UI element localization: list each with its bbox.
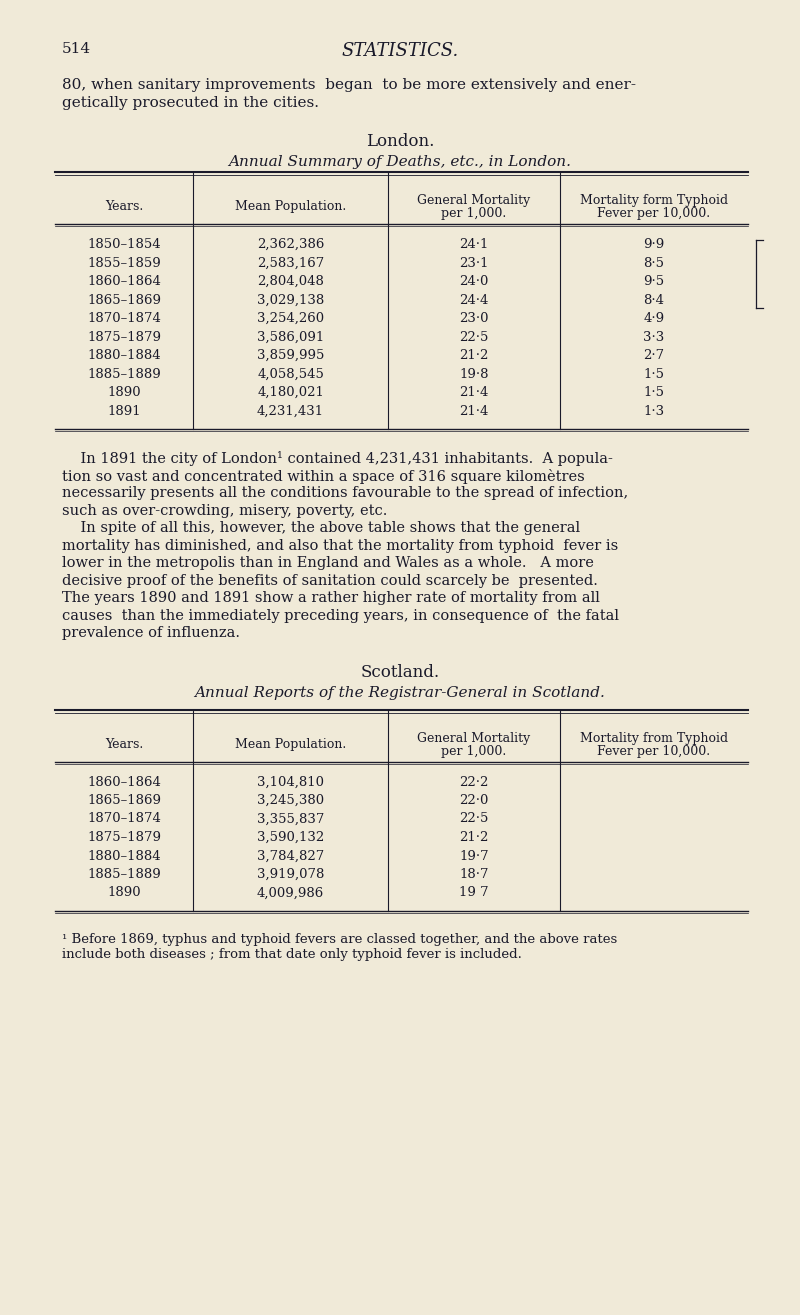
Text: Annual Reports of the Registrar-General in Scotland.: Annual Reports of the Registrar-General … bbox=[194, 685, 606, 700]
Text: 21·2: 21·2 bbox=[459, 348, 489, 362]
Text: 4·9: 4·9 bbox=[643, 312, 665, 325]
Text: 2·7: 2·7 bbox=[643, 348, 665, 362]
Text: such as over-crowding, misery, poverty, etc.: such as over-crowding, misery, poverty, … bbox=[62, 504, 387, 518]
Text: Mortality form Typhoid: Mortality form Typhoid bbox=[580, 195, 728, 206]
Text: 22·5: 22·5 bbox=[459, 813, 489, 826]
Text: 1860–1864: 1860–1864 bbox=[87, 776, 161, 789]
Text: 4,058,545: 4,058,545 bbox=[257, 367, 324, 380]
Text: 22·2: 22·2 bbox=[459, 776, 489, 789]
Text: include both diseases ; from that date only typhoid fever is included.: include both diseases ; from that date o… bbox=[62, 948, 522, 961]
Text: 1865–1869: 1865–1869 bbox=[87, 794, 161, 807]
Text: 3,355,837: 3,355,837 bbox=[257, 813, 324, 826]
Text: necessarily presents all the conditions favourable to the spread of infection,: necessarily presents all the conditions … bbox=[62, 487, 628, 500]
Text: 1875–1879: 1875–1879 bbox=[87, 831, 161, 844]
Text: 1885–1889: 1885–1889 bbox=[87, 367, 161, 380]
Text: Years.: Years. bbox=[105, 738, 143, 751]
Text: 3,245,380: 3,245,380 bbox=[257, 794, 324, 807]
Text: 4,180,021: 4,180,021 bbox=[257, 387, 324, 398]
Text: 1880–1884: 1880–1884 bbox=[87, 348, 161, 362]
Text: 1·3: 1·3 bbox=[643, 405, 665, 417]
Text: ¹ Before 1869, typhus and typhoid fevers are classed together, and the above rat: ¹ Before 1869, typhus and typhoid fevers… bbox=[62, 934, 618, 945]
Text: 18·7: 18·7 bbox=[459, 868, 489, 881]
Text: 3·3: 3·3 bbox=[643, 330, 665, 343]
Text: 1860–1864: 1860–1864 bbox=[87, 275, 161, 288]
Text: 23·1: 23·1 bbox=[459, 256, 489, 270]
Text: decisive proof of the benefits of sanitation could scarcely be  presented.: decisive proof of the benefits of sanita… bbox=[62, 573, 598, 588]
Text: 21·2: 21·2 bbox=[459, 831, 489, 844]
Text: 80, when sanitary improvements  began  to be more extensively and ener-: 80, when sanitary improvements began to … bbox=[62, 78, 636, 92]
Text: per 1,000.: per 1,000. bbox=[442, 206, 506, 220]
Text: 3,029,138: 3,029,138 bbox=[257, 293, 324, 306]
Text: 19·8: 19·8 bbox=[459, 367, 489, 380]
Text: London.: London. bbox=[366, 133, 434, 150]
Text: 2,362,386: 2,362,386 bbox=[257, 238, 324, 251]
Text: 1890: 1890 bbox=[107, 387, 141, 398]
Text: 22·0: 22·0 bbox=[459, 794, 489, 807]
Text: 1891: 1891 bbox=[107, 405, 141, 417]
Text: 3,784,827: 3,784,827 bbox=[257, 849, 324, 863]
Text: Years.: Years. bbox=[105, 200, 143, 213]
Text: 1875–1879: 1875–1879 bbox=[87, 330, 161, 343]
Text: 1890: 1890 bbox=[107, 886, 141, 899]
Text: Mortality from Typhoid: Mortality from Typhoid bbox=[580, 731, 728, 744]
Text: 19 7: 19 7 bbox=[459, 886, 489, 899]
Text: 4,231,431: 4,231,431 bbox=[257, 405, 324, 417]
Text: 2,583,167: 2,583,167 bbox=[257, 256, 324, 270]
Text: 21·4: 21·4 bbox=[459, 387, 489, 398]
Text: 9·5: 9·5 bbox=[643, 275, 665, 288]
Text: 24·0: 24·0 bbox=[459, 275, 489, 288]
Text: Annual Summary of Deaths, etc., in London.: Annual Summary of Deaths, etc., in Londo… bbox=[229, 155, 571, 170]
Text: Scotland.: Scotland. bbox=[361, 664, 439, 680]
Text: 9·9: 9·9 bbox=[643, 238, 665, 251]
Text: 3,104,810: 3,104,810 bbox=[257, 776, 324, 789]
Text: mortality has diminished, and also that the mortality from typhoid  fever is: mortality has diminished, and also that … bbox=[62, 539, 618, 552]
Text: 1870–1874: 1870–1874 bbox=[87, 813, 161, 826]
Text: per 1,000.: per 1,000. bbox=[442, 744, 506, 757]
Text: getically prosecuted in the cities.: getically prosecuted in the cities. bbox=[62, 96, 319, 110]
Text: General Mortality: General Mortality bbox=[418, 731, 530, 744]
Text: 24·1: 24·1 bbox=[459, 238, 489, 251]
Text: 514: 514 bbox=[62, 42, 91, 57]
Text: causes  than the immediately preceding years, in consequence of  the fatal: causes than the immediately preceding ye… bbox=[62, 609, 619, 622]
Text: 1885–1889: 1885–1889 bbox=[87, 868, 161, 881]
Text: 4,009,986: 4,009,986 bbox=[257, 886, 324, 899]
Text: Mean Population.: Mean Population. bbox=[235, 738, 346, 751]
Text: 1880–1884: 1880–1884 bbox=[87, 849, 161, 863]
Text: In spite of all this, however, the above table shows that the general: In spite of all this, however, the above… bbox=[62, 521, 580, 535]
Text: 3,919,078: 3,919,078 bbox=[257, 868, 324, 881]
Text: 8·4: 8·4 bbox=[643, 293, 665, 306]
Text: 1865–1869: 1865–1869 bbox=[87, 293, 161, 306]
Text: In 1891 the city of London¹ contained 4,231,431 inhabitants.  A popula-: In 1891 the city of London¹ contained 4,… bbox=[62, 451, 613, 466]
Text: 1870–1874: 1870–1874 bbox=[87, 312, 161, 325]
Text: 24·4: 24·4 bbox=[459, 293, 489, 306]
Text: 8·5: 8·5 bbox=[643, 256, 665, 270]
Text: tion so vast and concentrated within a space of 316 square kilomètres: tion so vast and concentrated within a s… bbox=[62, 468, 585, 484]
Text: Fever per 10,000.: Fever per 10,000. bbox=[598, 744, 710, 757]
Text: STATISTICS.: STATISTICS. bbox=[342, 42, 458, 60]
Text: 22·5: 22·5 bbox=[459, 330, 489, 343]
Text: 3,586,091: 3,586,091 bbox=[257, 330, 324, 343]
Text: Mean Population.: Mean Population. bbox=[235, 200, 346, 213]
Text: 1850–1854: 1850–1854 bbox=[87, 238, 161, 251]
Text: prevalence of influenza.: prevalence of influenza. bbox=[62, 626, 240, 640]
Text: 3,859,995: 3,859,995 bbox=[257, 348, 324, 362]
Text: lower in the metropolis than in England and Wales as a whole.   A more: lower in the metropolis than in England … bbox=[62, 556, 594, 569]
Text: 19·7: 19·7 bbox=[459, 849, 489, 863]
Text: 3,590,132: 3,590,132 bbox=[257, 831, 324, 844]
Text: 3,254,260: 3,254,260 bbox=[257, 312, 324, 325]
Text: General Mortality: General Mortality bbox=[418, 195, 530, 206]
Text: Fever per 10,000.: Fever per 10,000. bbox=[598, 206, 710, 220]
Text: 2,804,048: 2,804,048 bbox=[257, 275, 324, 288]
Text: 1855–1859: 1855–1859 bbox=[87, 256, 161, 270]
Text: The years 1890 and 1891 show a rather higher rate of mortality from all: The years 1890 and 1891 show a rather hi… bbox=[62, 590, 600, 605]
Text: 23·0: 23·0 bbox=[459, 312, 489, 325]
Text: 1·5: 1·5 bbox=[643, 387, 665, 398]
Text: 1·5: 1·5 bbox=[643, 367, 665, 380]
Text: 21·4: 21·4 bbox=[459, 405, 489, 417]
